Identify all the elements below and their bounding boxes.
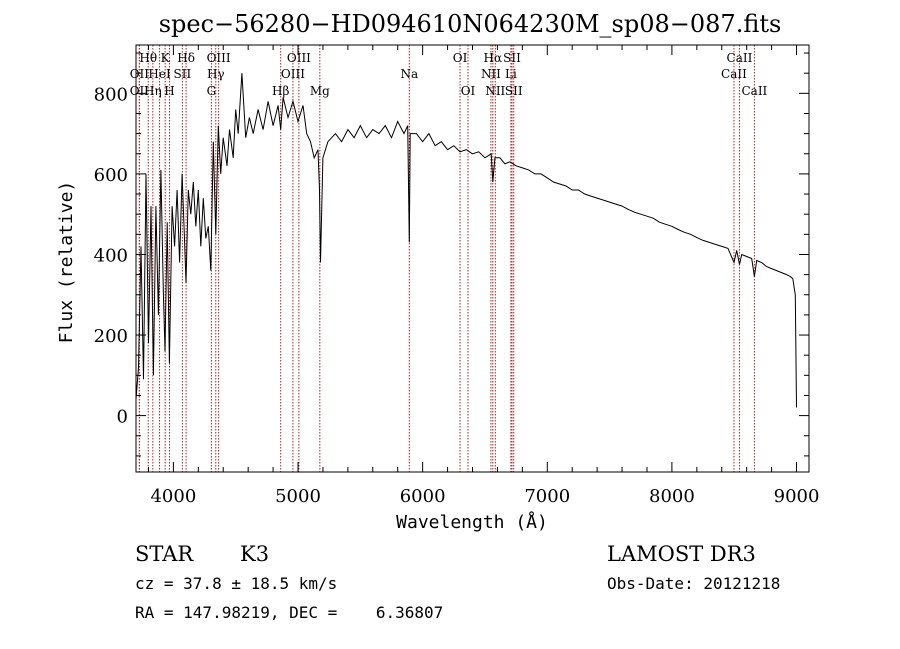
spectral-line-label: Hβ [272, 84, 289, 98]
x-tick-label: 7000 [524, 486, 570, 507]
y-axis-ticks: 0 200 400 600 800 [94, 52, 809, 457]
spectral-line-label: CaII [741, 84, 767, 98]
spectral-line-markers [138, 45, 755, 472]
x-tick-label: 9000 [774, 486, 820, 507]
spectral-line-label: CaII [721, 67, 747, 81]
spectral-line-label: SII [503, 51, 521, 65]
y-tick-label: 600 [94, 165, 128, 186]
survey-label: LAMOST DR3 [607, 542, 756, 566]
spectral-line-label: Hη [144, 84, 162, 98]
spectral-line-label: NII [485, 84, 505, 98]
x-axis-label: Wavelength (Å) [396, 511, 548, 533]
y-axis-label: Flux (relative) [56, 181, 77, 344]
spectral-line-label: OI [461, 84, 476, 98]
spectral-line-label: OI [453, 51, 468, 65]
spectral-line-label: Hα [484, 51, 503, 65]
spectral-line-label: Hθ [139, 51, 157, 65]
spectral-line-label: Na [400, 67, 418, 81]
spectral-line-label: OIII [207, 51, 231, 65]
spectral-line-label: G [207, 84, 217, 98]
spectral-line-label: K [161, 51, 171, 65]
spectral-line-label: CaII [727, 51, 753, 65]
spectral-line-label: Li [505, 67, 517, 81]
spectral-line-label: HeI [148, 67, 171, 81]
x-tick-label: 6000 [400, 486, 446, 507]
spectral-line-label: SII [505, 84, 523, 98]
spectral-line-label: Hγ [207, 67, 225, 81]
flux-series-line [135, 73, 797, 408]
spectral-line-label: NII [481, 67, 501, 81]
redshift-text: cz = 37.8 ± 18.5 km/s [135, 574, 337, 593]
y-tick-label: 200 [94, 326, 128, 347]
spectral-line-label: H [164, 84, 174, 98]
coordinates-text: RA = 147.98219, DEC = 6.36807 [135, 603, 443, 622]
spectral-line-label: Mg [310, 84, 330, 98]
chart-title: spec−56280−HD094610N064230M_sp08−087.fit… [159, 10, 782, 38]
spectral-line-label: OIII [281, 67, 305, 81]
x-tick-label: 8000 [649, 486, 695, 507]
x-tick-label: 5000 [275, 486, 321, 507]
spectral-line-label: OII [130, 84, 150, 98]
obs-date-text: Obs-Date: 20121218 [607, 574, 780, 593]
spectral-line-label: OIII [287, 51, 311, 65]
spectral-line-label: Hδ [177, 51, 195, 65]
y-tick-label: 400 [94, 245, 128, 266]
spectral-line-label: OII [130, 67, 150, 81]
plot-frame [135, 44, 810, 473]
subclass-label: K3 [240, 542, 269, 566]
class-label: STAR [135, 542, 194, 566]
y-tick-label: 0 [117, 407, 128, 428]
x-axis-ticks: 4000 5000 6000 7000 8000 9000 [147, 45, 820, 507]
y-tick-label: 800 [94, 84, 128, 105]
spectral-line-label: SII [174, 67, 192, 81]
x-tick-label: 4000 [150, 486, 196, 507]
